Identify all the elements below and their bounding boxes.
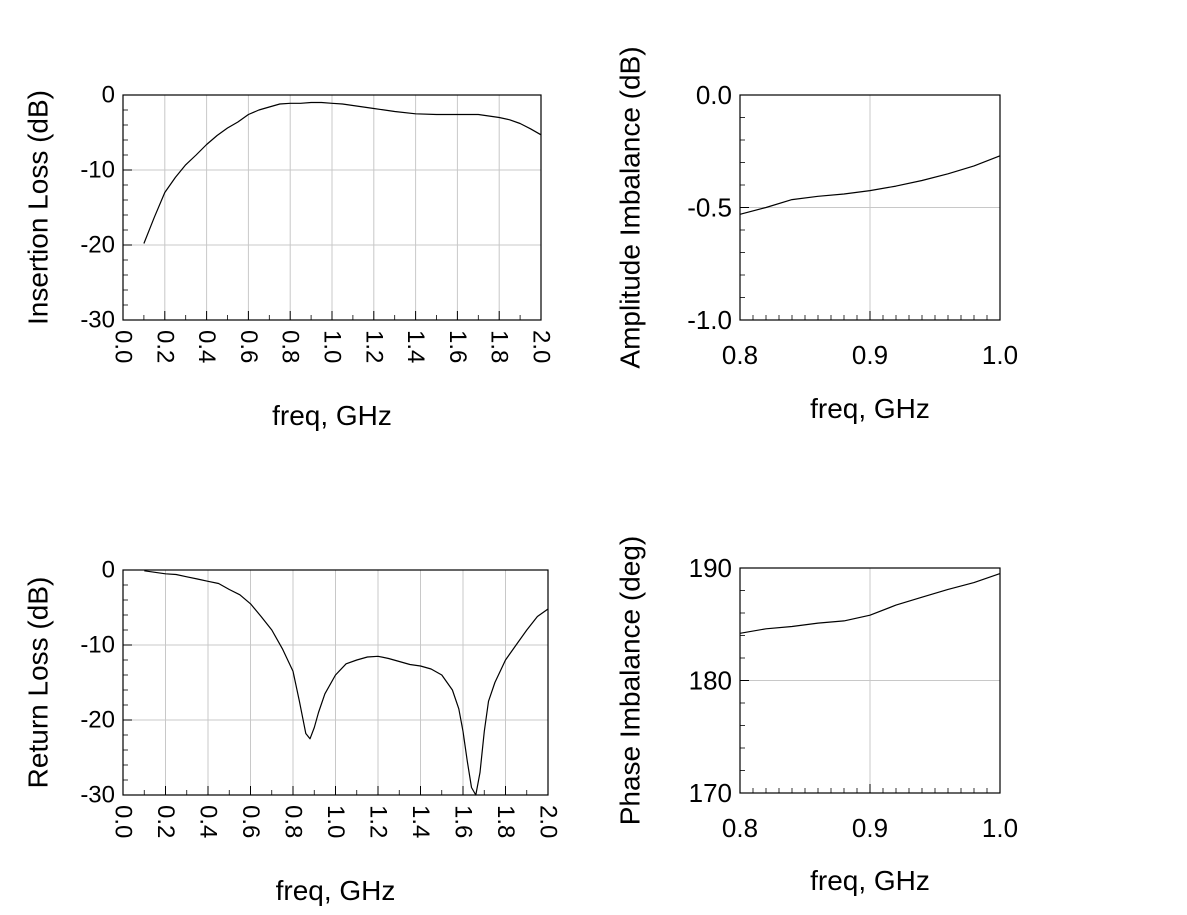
x-tick-label: 0.8 (722, 340, 758, 370)
y-tick-label: -1.0 (687, 305, 732, 335)
chart-1: 0.0 0.2 0.4 0.6 0.8 1.0 1.2 1.4 1.6 1.8 2.0 0 -10 -20… (23, 82, 555, 432)
y-tick-label: 0 (102, 82, 115, 109)
x-axis-label: freq, GHz (272, 400, 392, 431)
x-tick-label: 1.6 (450, 805, 477, 838)
x-tick-label: 0.8 (280, 805, 307, 838)
x-tick-label: 1.0 (319, 330, 346, 363)
x-tick-label: 1.0 (982, 813, 1018, 843)
y-tick-label: 170 (689, 778, 732, 808)
x-tick-label: 0.0 (110, 805, 137, 838)
plots-group: 0.0 0.2 0.4 0.6 0.8 1.0 1.2 1.4 1.6 1.8 2.0 0 -10 -20… (23, 46, 1019, 906)
x-tick-label: 0.8 (277, 330, 304, 363)
chart-4: 0.8 0.9 1.0 190 180 170 freq, GHz Phase Imbalan… (615, 536, 1019, 896)
x-tick-label: 0.9 (852, 813, 888, 843)
x-tick-label: 0.0 (110, 330, 137, 363)
series-line (739, 155, 1001, 215)
x-tick-label: 1.2 (365, 805, 392, 838)
y-axis-label: Amplitude Imbalance (dB) (615, 46, 646, 368)
y-tick-label: -20 (80, 707, 115, 734)
x-tick-label: 0.2 (152, 805, 179, 838)
y-tick-label: 180 (689, 666, 732, 696)
y-tick-label: 0.0 (696, 80, 732, 110)
x-tick-label: 1.6 (444, 330, 471, 363)
x-tick-label: 1.4 (407, 805, 434, 838)
x-axis-label: freq, GHz (810, 393, 930, 424)
y-axis-label: Phase Imbalance (deg) (615, 536, 646, 826)
x-tick-label: 0.4 (193, 330, 220, 363)
x-tick-label: 1.8 (492, 805, 519, 838)
y-tick-label: 190 (689, 553, 732, 583)
series-line (143, 101, 542, 244)
x-tick-label: 1.2 (360, 330, 387, 363)
x-tick-label: 0.2 (151, 330, 178, 363)
x-tick-label: 1.0 (322, 805, 349, 838)
chart-2: 0.8 0.9 1.0 0.0 -0.5 -1.0 freq, GHz Amplitude I… (615, 46, 1019, 424)
y-axis-label: Return Loss (dB) (23, 577, 54, 789)
y-tick-label: -30 (80, 782, 115, 809)
y-tick-label: -0.5 (687, 193, 732, 223)
series-line (739, 573, 1001, 634)
x-tick-label: 2.0 (528, 330, 555, 363)
x-tick-label: 0.8 (722, 813, 758, 843)
y-tick-label: -20 (80, 232, 115, 259)
x-tick-label: 0.6 (235, 330, 262, 363)
x-tick-label: 1.8 (486, 330, 513, 363)
x-tick-label: 2.0 (535, 805, 562, 838)
x-tick-label: 0.6 (237, 805, 264, 838)
chart-3: 0.0 0.2 0.4 0.6 0.8 1.0 1.2 1.4 1.6 1.8 2.0 0 -10 -20… (23, 557, 562, 907)
y-tick-label: -10 (80, 632, 115, 659)
y-tick-label: -10 (80, 157, 115, 184)
x-axis-label: freq, GHz (810, 865, 930, 896)
y-tick-label: 0 (102, 557, 115, 584)
x-tick-label: 0.4 (195, 805, 222, 838)
x-tick-label: 1.0 (982, 340, 1018, 370)
x-tick-label: 0.9 (852, 340, 888, 370)
x-axis-label: freq, GHz (276, 875, 396, 906)
x-tick-label: 1.4 (402, 330, 429, 363)
series-line (144, 570, 549, 796)
y-tick-label: -30 (80, 307, 115, 334)
y-axis-label: Insertion Loss (dB) (23, 90, 54, 325)
